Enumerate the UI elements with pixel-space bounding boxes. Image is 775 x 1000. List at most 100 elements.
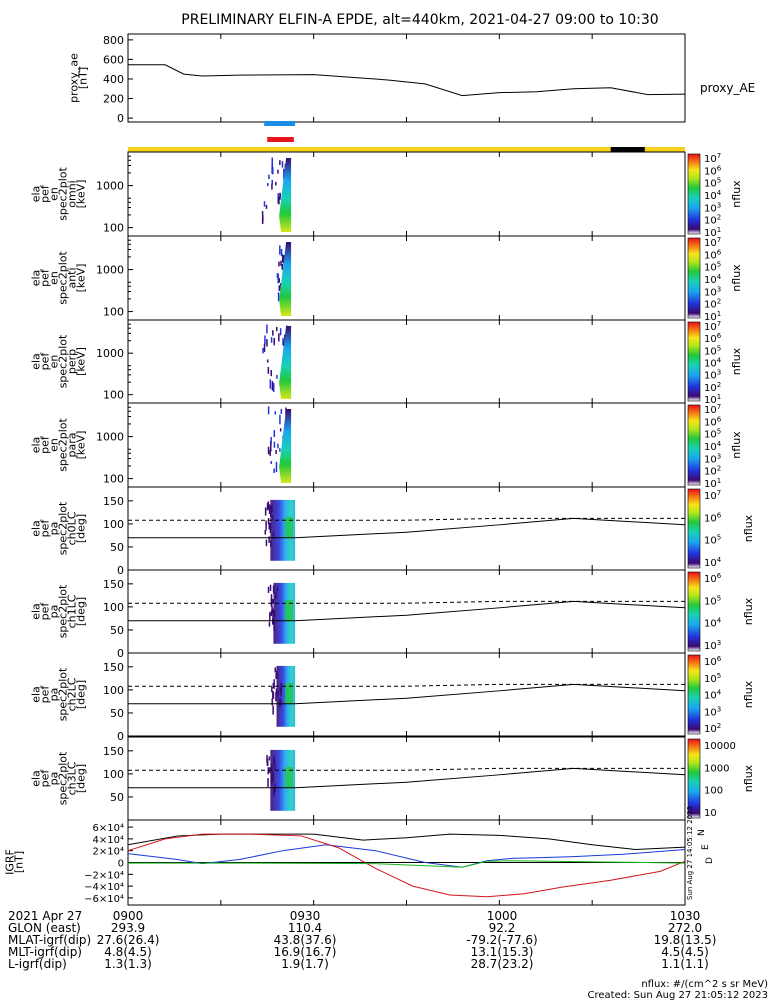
igrf-y-tick-label: 4×10⁴ — [93, 835, 124, 846]
spec-pixel — [275, 326, 278, 332]
pa-colorbar-tick-label: 105 — [704, 534, 721, 547]
pa-pixel — [267, 767, 270, 775]
ylabel-line: ch0LC — [66, 511, 79, 545]
ae-y-label: proxy_ae[nT] — [68, 53, 90, 103]
igrf-y-tick-label: 6×10⁴ — [93, 823, 124, 834]
spec-y-tick-label: 100 — [103, 473, 124, 486]
annotation-row-value: 4.8(4.5) — [104, 945, 152, 959]
pa-colorbar-tick-label: 104 — [704, 556, 722, 569]
annotation-row-value: 4.5(4.5) — [661, 945, 709, 959]
pa-colorbar — [687, 654, 701, 735]
footer-units: nflux: #/(cm^2 s sr MeV) — [641, 979, 768, 990]
ylabel-line: ela — [30, 437, 43, 454]
ylabel-line: [nT] — [77, 67, 90, 89]
spec-pixel — [277, 292, 280, 302]
spec-pixel — [267, 406, 270, 415]
spec-colorbar-tick-label: 103 — [704, 452, 721, 465]
spec-core-flux — [279, 409, 292, 483]
annotation-row-value: 1.3(1.3) — [104, 957, 152, 971]
pa-pixel — [268, 621, 271, 627]
annotation-row-value: 92.2 — [489, 921, 516, 935]
spec-colorbar-tick-label: 106 — [704, 415, 722, 428]
pa-pixel — [264, 507, 267, 516]
spec-pixel — [276, 374, 278, 379]
spec-pixel — [267, 183, 269, 187]
annotation-row-value: 1000 — [487, 909, 518, 923]
pa-y-tick-label: 50 — [110, 624, 124, 637]
pa-panel-frame — [127, 569, 686, 654]
pa-pixel — [264, 530, 267, 535]
pa-y-tick-label: 50 — [110, 791, 124, 804]
pa-pixel — [271, 698, 273, 706]
pa-pixel — [270, 610, 273, 617]
spec-colorbar-title: nflux — [730, 347, 743, 375]
pa-y-tick-label: 150 — [103, 578, 124, 591]
pa-pixel — [272, 585, 275, 594]
spec-pixel — [270, 370, 272, 377]
pa-anti-loss-cone-line — [128, 517, 685, 521]
status-strip-gap — [610, 147, 645, 152]
spec-y-tick-label: 1000 — [96, 264, 124, 277]
spec-pixel — [271, 179, 273, 185]
pa-pixel — [270, 774, 273, 785]
pa-pixel — [270, 506, 272, 513]
ylabel-line: [nT] — [13, 851, 26, 873]
ylabel-line: [deg] — [75, 514, 88, 543]
igrf-legend-N: N — [697, 829, 707, 836]
pa-y-tick-label: 0 — [117, 647, 124, 660]
spec-colorbar — [687, 321, 701, 402]
pa-flux-core — [285, 599, 294, 621]
spec-colorbar-tick-label: 105 — [704, 428, 721, 441]
annotation-row-value: 43.8(37.6) — [274, 933, 337, 947]
ylabel-line: anti — [66, 267, 79, 288]
ylabel-line: pef — [39, 352, 52, 371]
annotation-row-value: 13.1(15.3) — [471, 945, 534, 959]
spec-pixel — [279, 414, 281, 425]
pa-pixel — [271, 687, 273, 693]
ylabel-line: pef — [39, 685, 52, 704]
spec-pixel — [272, 166, 274, 175]
annotation-row-name: GLON (east) — [8, 921, 81, 935]
ae-y-tick-label: 800 — [103, 34, 124, 47]
pa-colorbar-tick-label: 106 — [704, 511, 722, 524]
pa-pixel — [271, 515, 274, 521]
spec-pixel — [266, 359, 269, 363]
pa-colorbar-title: nflux — [742, 514, 755, 542]
spec-pixel — [270, 461, 273, 465]
ylabel-line: ela — [30, 770, 43, 787]
pa-pixel — [272, 705, 274, 715]
spec-colorbar-tick-label: 105 — [704, 261, 721, 274]
ylabel-line: ela — [30, 603, 43, 620]
annotation-row-value: 272.0 — [668, 921, 702, 935]
annotation-row-name: L-igrf(dip) — [8, 957, 67, 971]
spec-pixel — [264, 335, 266, 345]
pa-pixel — [269, 584, 272, 591]
pa-y-tick-label: 100 — [103, 684, 124, 697]
pa-y-tick-label: 150 — [103, 495, 124, 508]
annotation-row-value: 28.7(23.2) — [471, 957, 534, 971]
ylabel-line: perp — [66, 349, 79, 374]
pa-pixel — [270, 509, 272, 517]
pa-anti-loss-cone-line — [128, 767, 685, 771]
spec-pixel — [273, 468, 275, 473]
pa-colorbar-tick-label: 1000 — [704, 763, 729, 774]
spec-pixel — [271, 157, 273, 169]
ae-y-tick-label: 200 — [103, 93, 124, 106]
spec-pixel — [270, 437, 272, 445]
ylabel-line: [deg] — [75, 680, 88, 709]
annotation-row-value: 0900 — [113, 909, 144, 923]
pa-pixel — [268, 756, 271, 761]
pa-y-tick-label: 50 — [110, 541, 124, 554]
spec-pixel — [269, 379, 272, 389]
pa-anti-loss-cone-line — [128, 683, 685, 687]
pa-loss-cone-line — [128, 517, 686, 539]
spec-colorbar-title: nflux — [730, 180, 743, 208]
ylabel-line: ela — [30, 686, 43, 703]
spec-colorbar-tick-label: 106 — [704, 248, 722, 261]
pa-pixel — [275, 692, 277, 702]
pa-colorbar-tick-label: 103 — [704, 639, 721, 652]
pa-pixel — [266, 755, 268, 763]
ylabel-line: spec2plot — [57, 167, 70, 221]
spec-colorbar-tick-label: 104 — [704, 440, 722, 453]
